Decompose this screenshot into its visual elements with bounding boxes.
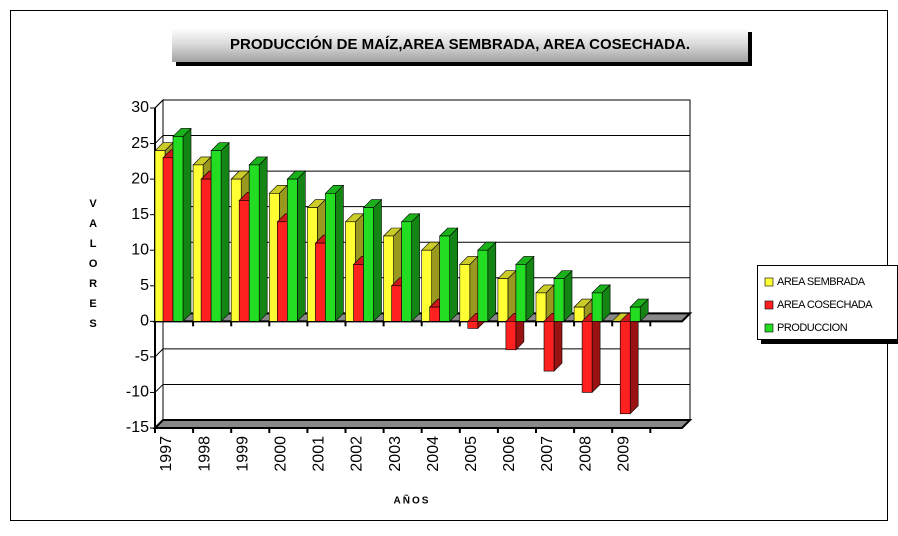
- bar: [439, 235, 451, 322]
- bar: [477, 249, 489, 322]
- bar: [535, 292, 547, 322]
- y-tick-label: -10: [126, 384, 149, 401]
- bar: [497, 278, 509, 322]
- x-tick-label: 2008: [577, 436, 594, 472]
- bar: [429, 306, 441, 322]
- y-tick-label: 30: [131, 99, 149, 116]
- bottom-floor: [152, 419, 693, 429]
- bar: [286, 178, 298, 322]
- bar-side: [525, 255, 535, 323]
- bar-side: [258, 156, 268, 323]
- bar: [629, 306, 641, 322]
- legend-swatch: [764, 300, 774, 310]
- x-tick-label: 2006: [501, 436, 518, 472]
- bar-side: [553, 312, 563, 372]
- x-tick-label: 1999: [234, 436, 251, 472]
- bar: [391, 285, 402, 322]
- bar: [553, 278, 565, 322]
- grid-line: [154, 384, 164, 393]
- x-tick-label: 2002: [349, 436, 366, 472]
- bar: [543, 321, 555, 372]
- bar: [581, 321, 593, 393]
- bar: [238, 200, 250, 322]
- grid-line: [154, 348, 164, 358]
- bar: [591, 292, 603, 322]
- bar-side: [629, 312, 639, 415]
- legend-swatch: [764, 323, 774, 333]
- bar-side: [563, 269, 573, 323]
- x-axis-label: AÑOS: [394, 494, 431, 507]
- bar: [325, 193, 336, 322]
- bar: [573, 306, 585, 322]
- bar-side: [591, 312, 601, 394]
- x-tick-label: 1997: [158, 436, 175, 472]
- bar: [505, 321, 517, 351]
- y-tick-label: 25: [131, 135, 149, 152]
- bar: [353, 264, 364, 322]
- bar: [383, 235, 394, 322]
- y-tick-label: 0: [140, 313, 149, 330]
- x-tick-label: 2000: [273, 436, 290, 472]
- bar-side: [469, 255, 479, 323]
- bar: [172, 136, 184, 322]
- bar: [210, 150, 222, 322]
- y-tick-label: -15: [126, 419, 149, 436]
- bar-side: [373, 198, 382, 323]
- x-tick-label: 2009: [615, 436, 632, 472]
- legend-box: [757, 265, 898, 340]
- bar: [276, 221, 288, 322]
- legend-swatch: [764, 277, 774, 287]
- bar: [421, 249, 433, 322]
- y-tick-label: 15: [131, 206, 149, 223]
- title-box: [172, 28, 748, 62]
- bar: [363, 207, 374, 322]
- bar: [162, 157, 174, 322]
- legend-label: AREA SEMBRADA: [777, 276, 866, 288]
- y-tick-label: 10: [131, 241, 149, 258]
- x-tick-label: 1998: [196, 436, 213, 472]
- bar-side: [335, 184, 344, 323]
- bar: [200, 178, 212, 322]
- bar-side: [296, 170, 306, 323]
- bar-side: [411, 213, 420, 323]
- grid-line: [154, 99, 164, 109]
- bar: [467, 321, 479, 329]
- bar: [315, 242, 326, 322]
- bar: [459, 264, 471, 322]
- bar-side: [182, 127, 192, 323]
- chart-title: PRODUCCIÓN DE MAÍZ,AREA SEMBRADA, AREA C…: [230, 35, 690, 53]
- bar: [248, 164, 260, 322]
- bar: [515, 264, 527, 322]
- bar: [401, 221, 412, 322]
- legend-label: AREA COSECHADA: [777, 299, 873, 311]
- y-axis-label: VALORES: [87, 198, 99, 338]
- grid-line: [154, 135, 164, 144]
- y-tick-label: 20: [131, 170, 149, 187]
- y-tick-label: -5: [135, 348, 149, 365]
- y-tick-label: 5: [140, 277, 149, 294]
- x-tick-label: 2001: [311, 436, 328, 472]
- bar-side: [487, 241, 497, 323]
- bar: [619, 321, 631, 415]
- bar-side: [449, 227, 459, 323]
- x-tick-label: 2003: [387, 436, 404, 472]
- x-tick-label: 2004: [425, 436, 442, 472]
- bar-side: [220, 141, 230, 323]
- x-tick-label: 2005: [463, 436, 480, 472]
- legend-label: PRODUCCION: [777, 322, 848, 334]
- x-tick-label: 2007: [539, 436, 556, 472]
